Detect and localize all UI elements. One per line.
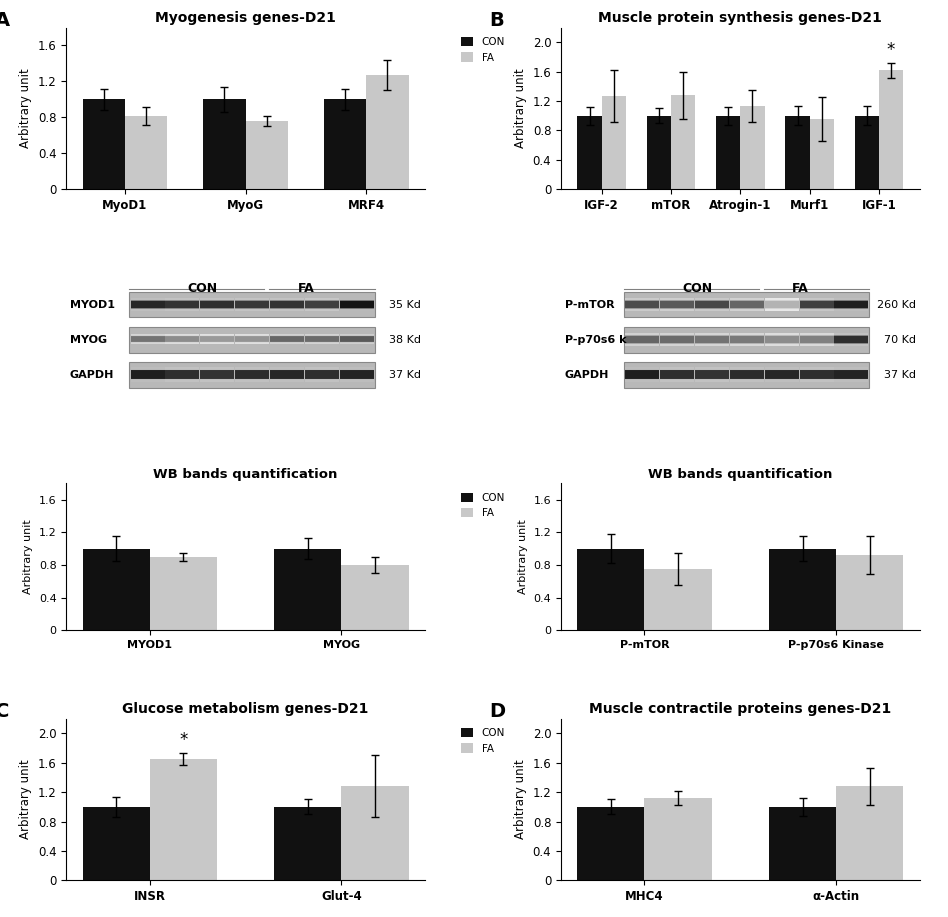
Bar bbox=[624, 362, 869, 388]
Bar bbox=[645, 798, 712, 880]
Text: 37 Kd: 37 Kd bbox=[390, 370, 421, 381]
Text: MYOG: MYOG bbox=[70, 335, 107, 345]
Text: 37 Kd: 37 Kd bbox=[884, 370, 916, 381]
Bar bbox=[150, 759, 217, 880]
Text: *: * bbox=[179, 732, 188, 749]
Title: Glucose metabolism genes-D21: Glucose metabolism genes-D21 bbox=[122, 702, 369, 716]
Text: A: A bbox=[0, 11, 9, 30]
Text: MYOD1: MYOD1 bbox=[70, 300, 115, 310]
Y-axis label: Arbitrary unit: Arbitrary unit bbox=[19, 69, 32, 149]
Legend: CON, FA: CON, FA bbox=[457, 33, 509, 67]
Bar bbox=[647, 116, 671, 189]
Title: Muscle contractile proteins genes-D21: Muscle contractile proteins genes-D21 bbox=[590, 702, 891, 716]
Bar bbox=[129, 326, 374, 353]
Text: CON: CON bbox=[188, 282, 218, 295]
Bar bbox=[366, 75, 409, 189]
Text: 35 Kd: 35 Kd bbox=[390, 300, 421, 310]
Bar bbox=[810, 119, 834, 189]
Bar bbox=[324, 99, 366, 189]
Text: D: D bbox=[489, 702, 505, 722]
Bar bbox=[274, 548, 341, 630]
Y-axis label: Arbitrary unit: Arbitrary unit bbox=[518, 519, 528, 594]
Text: GAPDH: GAPDH bbox=[70, 370, 115, 381]
Y-axis label: Arbitrary unit: Arbitrary unit bbox=[24, 519, 33, 594]
Bar bbox=[855, 116, 879, 189]
Bar bbox=[204, 99, 246, 189]
Title: WB bands quantification: WB bands quantification bbox=[648, 468, 832, 481]
Bar bbox=[274, 807, 341, 880]
Bar bbox=[624, 292, 869, 317]
Text: FA: FA bbox=[793, 282, 809, 295]
Y-axis label: Arbitrary unit: Arbitrary unit bbox=[514, 69, 527, 149]
Bar bbox=[836, 786, 903, 880]
Text: 38 Kd: 38 Kd bbox=[390, 335, 421, 345]
Text: 70 Kd: 70 Kd bbox=[884, 335, 916, 345]
Y-axis label: Arbitrary unit: Arbitrary unit bbox=[514, 759, 527, 839]
Y-axis label: Arbitrary unit: Arbitrary unit bbox=[19, 759, 32, 839]
Title: Myogenesis genes-D21: Myogenesis genes-D21 bbox=[155, 11, 336, 25]
Bar bbox=[246, 121, 288, 189]
Bar bbox=[150, 557, 217, 630]
Bar bbox=[341, 565, 409, 630]
Title: WB bands quantification: WB bands quantification bbox=[154, 468, 337, 481]
Legend: CON, FA: CON, FA bbox=[457, 724, 509, 757]
Bar bbox=[577, 116, 602, 189]
Bar bbox=[82, 807, 150, 880]
Title: Muscle protein synthesis genes-D21: Muscle protein synthesis genes-D21 bbox=[598, 11, 883, 25]
Text: FA: FA bbox=[298, 282, 315, 295]
Bar bbox=[769, 807, 836, 880]
Bar bbox=[341, 786, 409, 880]
Bar bbox=[129, 362, 374, 388]
Bar bbox=[769, 548, 836, 630]
Text: GAPDH: GAPDH bbox=[565, 370, 609, 381]
Bar bbox=[624, 326, 869, 353]
Text: P-p70s6 k: P-p70s6 k bbox=[565, 335, 627, 345]
Bar bbox=[879, 70, 903, 189]
Bar bbox=[577, 548, 645, 630]
Bar bbox=[785, 116, 810, 189]
Bar bbox=[602, 96, 626, 189]
Bar bbox=[836, 555, 903, 630]
Bar bbox=[645, 569, 712, 630]
Legend: CON, FA: CON, FA bbox=[457, 489, 509, 523]
Text: 260 Kd: 260 Kd bbox=[877, 300, 916, 310]
Bar bbox=[740, 106, 765, 189]
Text: P-mTOR: P-mTOR bbox=[565, 300, 614, 310]
Text: *: * bbox=[887, 41, 895, 59]
Bar bbox=[671, 95, 695, 189]
Text: B: B bbox=[489, 11, 504, 30]
Bar bbox=[716, 116, 740, 189]
Bar bbox=[577, 807, 645, 880]
Bar bbox=[82, 99, 125, 189]
Bar bbox=[129, 292, 374, 317]
Bar bbox=[125, 116, 167, 189]
Text: C: C bbox=[0, 702, 9, 722]
Bar bbox=[82, 548, 150, 630]
Text: CON: CON bbox=[683, 282, 713, 295]
